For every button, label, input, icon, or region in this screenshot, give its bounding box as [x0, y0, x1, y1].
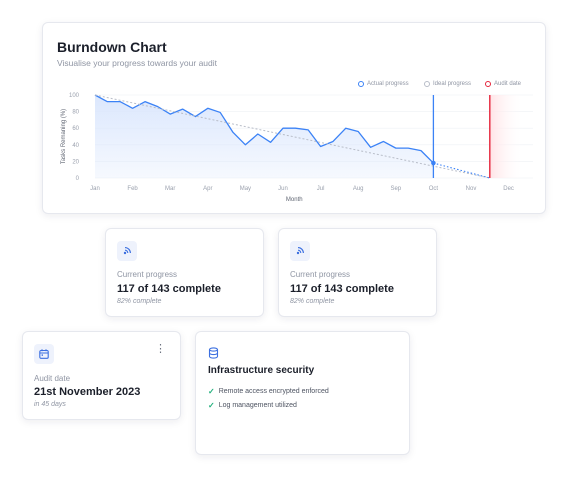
x-tick-label: Feb: [127, 186, 138, 192]
infrastructure-security-card[interactable]: Infrastructure security ✓ Remote access …: [195, 331, 410, 455]
y-tick-label: 60: [72, 126, 79, 132]
audit-date-label: Audit date: [34, 374, 71, 383]
check-item-label: Log management utilized: [218, 402, 297, 409]
audit-date-value: 21st November 2023: [34, 386, 141, 398]
progress-value: 117 of 143 complete: [290, 283, 394, 295]
calendar-icon: [34, 344, 54, 364]
current-progress-point: [431, 160, 436, 166]
legend-dot-icon: [424, 81, 430, 87]
y-tick-label: 20: [72, 159, 79, 165]
burndown-chart: 100 80 60 40 20 0 Tasks Remaning (%) Jan Feb Mar A…: [61, 93, 533, 203]
legend-label: Audit date: [494, 81, 522, 87]
burndown-chart-card: 100 80 60 40 20 0 Tasks Remaning (%) Jan Feb Mar A…: [42, 22, 546, 214]
x-tick-label: Dec: [503, 186, 514, 192]
check-item: ✓ Remote access encrypted enforced: [208, 387, 329, 396]
progress-value: 117 of 143 complete: [117, 283, 221, 295]
current-progress-card[interactable]: Current progress 117 of 143 complete 82%…: [105, 228, 264, 317]
progress-label: Current progress: [117, 270, 178, 279]
check-item-label: Remote access encrypted enforced: [218, 388, 329, 395]
radar-icon: [117, 241, 137, 261]
legend-actual-progress[interactable]: Actual progress: [358, 81, 409, 87]
audit-date-card[interactable]: ⋮ Audit date 21st November 2023 in 45 da…: [22, 331, 181, 420]
legend-label: Ideal progress: [433, 81, 472, 87]
x-tick-label: Oct: [429, 186, 439, 192]
legend-audit-date[interactable]: Audit date: [485, 81, 521, 87]
legend-dot-icon: [358, 81, 364, 87]
y-axis-label: Tasks Remaning (%): [61, 109, 67, 164]
security-title: Infrastructure security: [208, 365, 315, 376]
ideal-progress-line: [94, 94, 490, 179]
check-item: ✓ Log management utilized: [208, 401, 297, 410]
x-tick-label: Mar: [165, 186, 175, 192]
x-tick-label: May: [240, 186, 251, 192]
actual-progress-area: [95, 95, 434, 178]
chart-subtitle: Visualise your progress towards your aud…: [57, 58, 218, 68]
legend-label: Actual progress: [367, 81, 409, 87]
x-axis-label: Month: [286, 197, 303, 203]
x-tick-label: Sep: [390, 186, 401, 192]
projection-line: [433, 162, 490, 179]
y-tick-label: 100: [69, 93, 80, 99]
audit-countdown: in 45 days: [34, 401, 66, 408]
y-tick-label: 80: [72, 110, 79, 116]
x-tick-label: Aug: [353, 186, 364, 192]
audit-date-zone: [489, 95, 524, 178]
actual-progress-line: [94, 94, 434, 164]
x-tick-label: Apr: [203, 186, 212, 192]
legend-dot-icon: [485, 81, 491, 87]
more-options-icon[interactable]: ⋮: [155, 343, 166, 355]
radar-icon: [290, 241, 310, 261]
progress-label: Current progress: [290, 270, 351, 279]
x-tick-label: Jan: [90, 186, 100, 192]
x-tick-label: Jun: [278, 186, 288, 192]
progress-percent: 82% complete: [290, 298, 335, 305]
current-progress-card[interactable]: Current progress 117 of 143 complete 82%…: [278, 228, 437, 317]
x-tick-label: Jul: [317, 186, 325, 192]
check-icon: ✓: [208, 401, 215, 410]
database-icon: [208, 346, 219, 364]
y-tick-label: 40: [72, 143, 79, 149]
check-icon: ✓: [208, 387, 215, 396]
chart-title: Burndown Chart: [57, 39, 167, 55]
y-tick-label: 0: [76, 176, 80, 182]
x-tick-label: Nov: [466, 186, 477, 192]
progress-percent: 82% complete: [117, 298, 162, 305]
legend-ideal-progress[interactable]: Ideal progress: [424, 81, 471, 87]
